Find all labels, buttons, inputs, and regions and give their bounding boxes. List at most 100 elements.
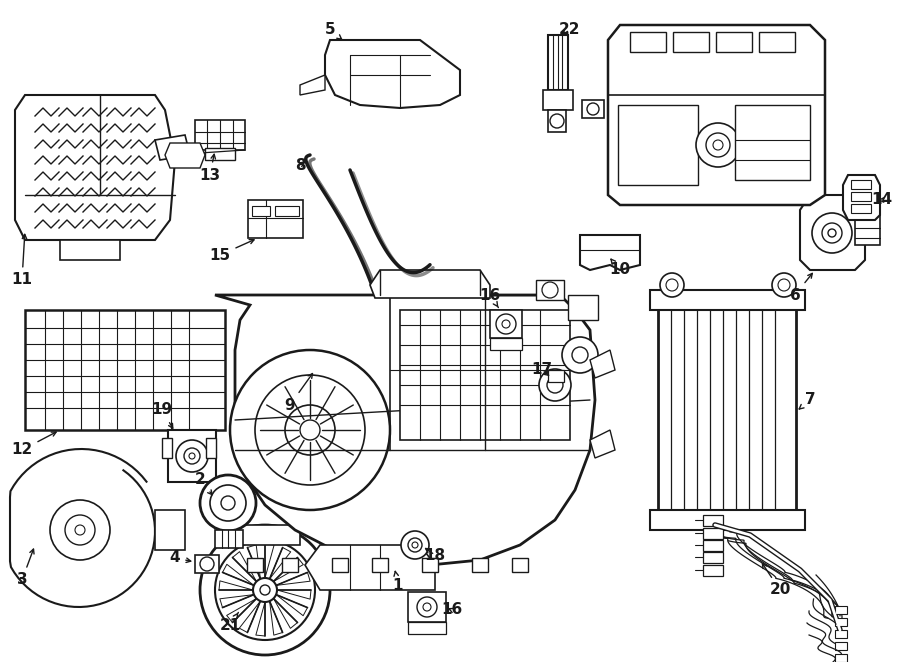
Text: 4: 4	[170, 551, 191, 565]
Text: 11: 11	[12, 234, 32, 287]
Polygon shape	[608, 25, 825, 205]
Bar	[703, 552, 723, 563]
Circle shape	[713, 140, 723, 150]
Circle shape	[300, 420, 320, 440]
Bar	[703, 528, 723, 539]
Polygon shape	[15, 95, 175, 240]
Bar	[703, 565, 723, 576]
Polygon shape	[843, 175, 880, 220]
Circle shape	[200, 557, 214, 571]
Polygon shape	[220, 594, 254, 608]
Text: 21: 21	[220, 612, 240, 632]
Circle shape	[502, 320, 510, 328]
Circle shape	[706, 133, 730, 157]
Bar	[673, 32, 709, 52]
Bar	[568, 295, 598, 320]
Circle shape	[587, 103, 599, 115]
Polygon shape	[222, 564, 254, 585]
Bar	[650, 290, 805, 310]
Bar	[630, 32, 666, 52]
Bar	[275, 206, 299, 216]
Circle shape	[65, 515, 95, 545]
Bar	[408, 592, 446, 622]
Text: 6: 6	[789, 273, 813, 303]
Circle shape	[200, 475, 256, 531]
Circle shape	[772, 273, 796, 297]
Polygon shape	[274, 598, 298, 628]
Bar	[703, 515, 723, 526]
Text: 2: 2	[194, 473, 212, 495]
Circle shape	[285, 405, 335, 455]
Bar	[408, 622, 446, 634]
Circle shape	[401, 531, 429, 559]
Circle shape	[184, 448, 200, 464]
Bar	[835, 642, 847, 650]
Circle shape	[572, 347, 588, 363]
Bar	[851, 192, 871, 201]
Bar	[206, 438, 216, 458]
Bar	[230, 525, 300, 545]
Bar	[195, 120, 245, 150]
Circle shape	[696, 123, 740, 167]
Text: 9: 9	[284, 373, 312, 412]
Circle shape	[230, 350, 390, 510]
Polygon shape	[590, 350, 615, 378]
Bar	[543, 90, 573, 110]
Polygon shape	[300, 75, 325, 95]
Polygon shape	[305, 545, 435, 590]
Bar	[835, 618, 847, 626]
Circle shape	[75, 525, 85, 535]
Bar	[422, 558, 438, 572]
Text: 7: 7	[799, 393, 815, 409]
Circle shape	[253, 578, 277, 602]
Polygon shape	[270, 601, 283, 635]
Circle shape	[210, 485, 246, 521]
Bar	[835, 654, 847, 662]
Bar	[372, 558, 388, 572]
Circle shape	[782, 137, 798, 153]
Bar	[205, 148, 235, 160]
Circle shape	[189, 453, 195, 459]
Circle shape	[550, 114, 564, 128]
Bar	[252, 206, 270, 216]
Text: 16: 16	[441, 602, 463, 618]
Polygon shape	[155, 135, 190, 160]
Bar	[851, 204, 871, 213]
Circle shape	[542, 282, 558, 298]
Bar	[851, 180, 871, 189]
Bar	[582, 100, 604, 118]
Circle shape	[412, 542, 418, 548]
Polygon shape	[590, 430, 615, 458]
Bar	[168, 430, 216, 482]
Bar	[735, 105, 810, 180]
Bar	[835, 630, 847, 638]
Bar	[512, 558, 528, 572]
Bar	[472, 558, 488, 572]
Bar	[490, 310, 522, 338]
Polygon shape	[60, 240, 120, 260]
Text: 3: 3	[17, 549, 34, 587]
Text: 16: 16	[480, 287, 500, 308]
Text: 20: 20	[762, 563, 791, 598]
Polygon shape	[276, 594, 308, 616]
Circle shape	[539, 369, 571, 401]
Bar	[215, 530, 243, 548]
Bar	[618, 105, 698, 185]
Polygon shape	[325, 40, 460, 108]
Polygon shape	[277, 590, 311, 599]
Text: 15: 15	[210, 240, 254, 263]
Circle shape	[260, 585, 270, 595]
Bar	[25, 310, 225, 430]
Text: 22: 22	[559, 23, 580, 38]
Polygon shape	[270, 547, 291, 579]
Circle shape	[176, 440, 208, 472]
Circle shape	[215, 540, 315, 640]
Text: 12: 12	[12, 432, 56, 457]
Circle shape	[562, 337, 598, 373]
Polygon shape	[215, 295, 595, 565]
Polygon shape	[239, 601, 260, 632]
Circle shape	[812, 213, 852, 253]
Polygon shape	[370, 270, 490, 298]
Bar	[400, 310, 570, 440]
Circle shape	[774, 129, 806, 161]
